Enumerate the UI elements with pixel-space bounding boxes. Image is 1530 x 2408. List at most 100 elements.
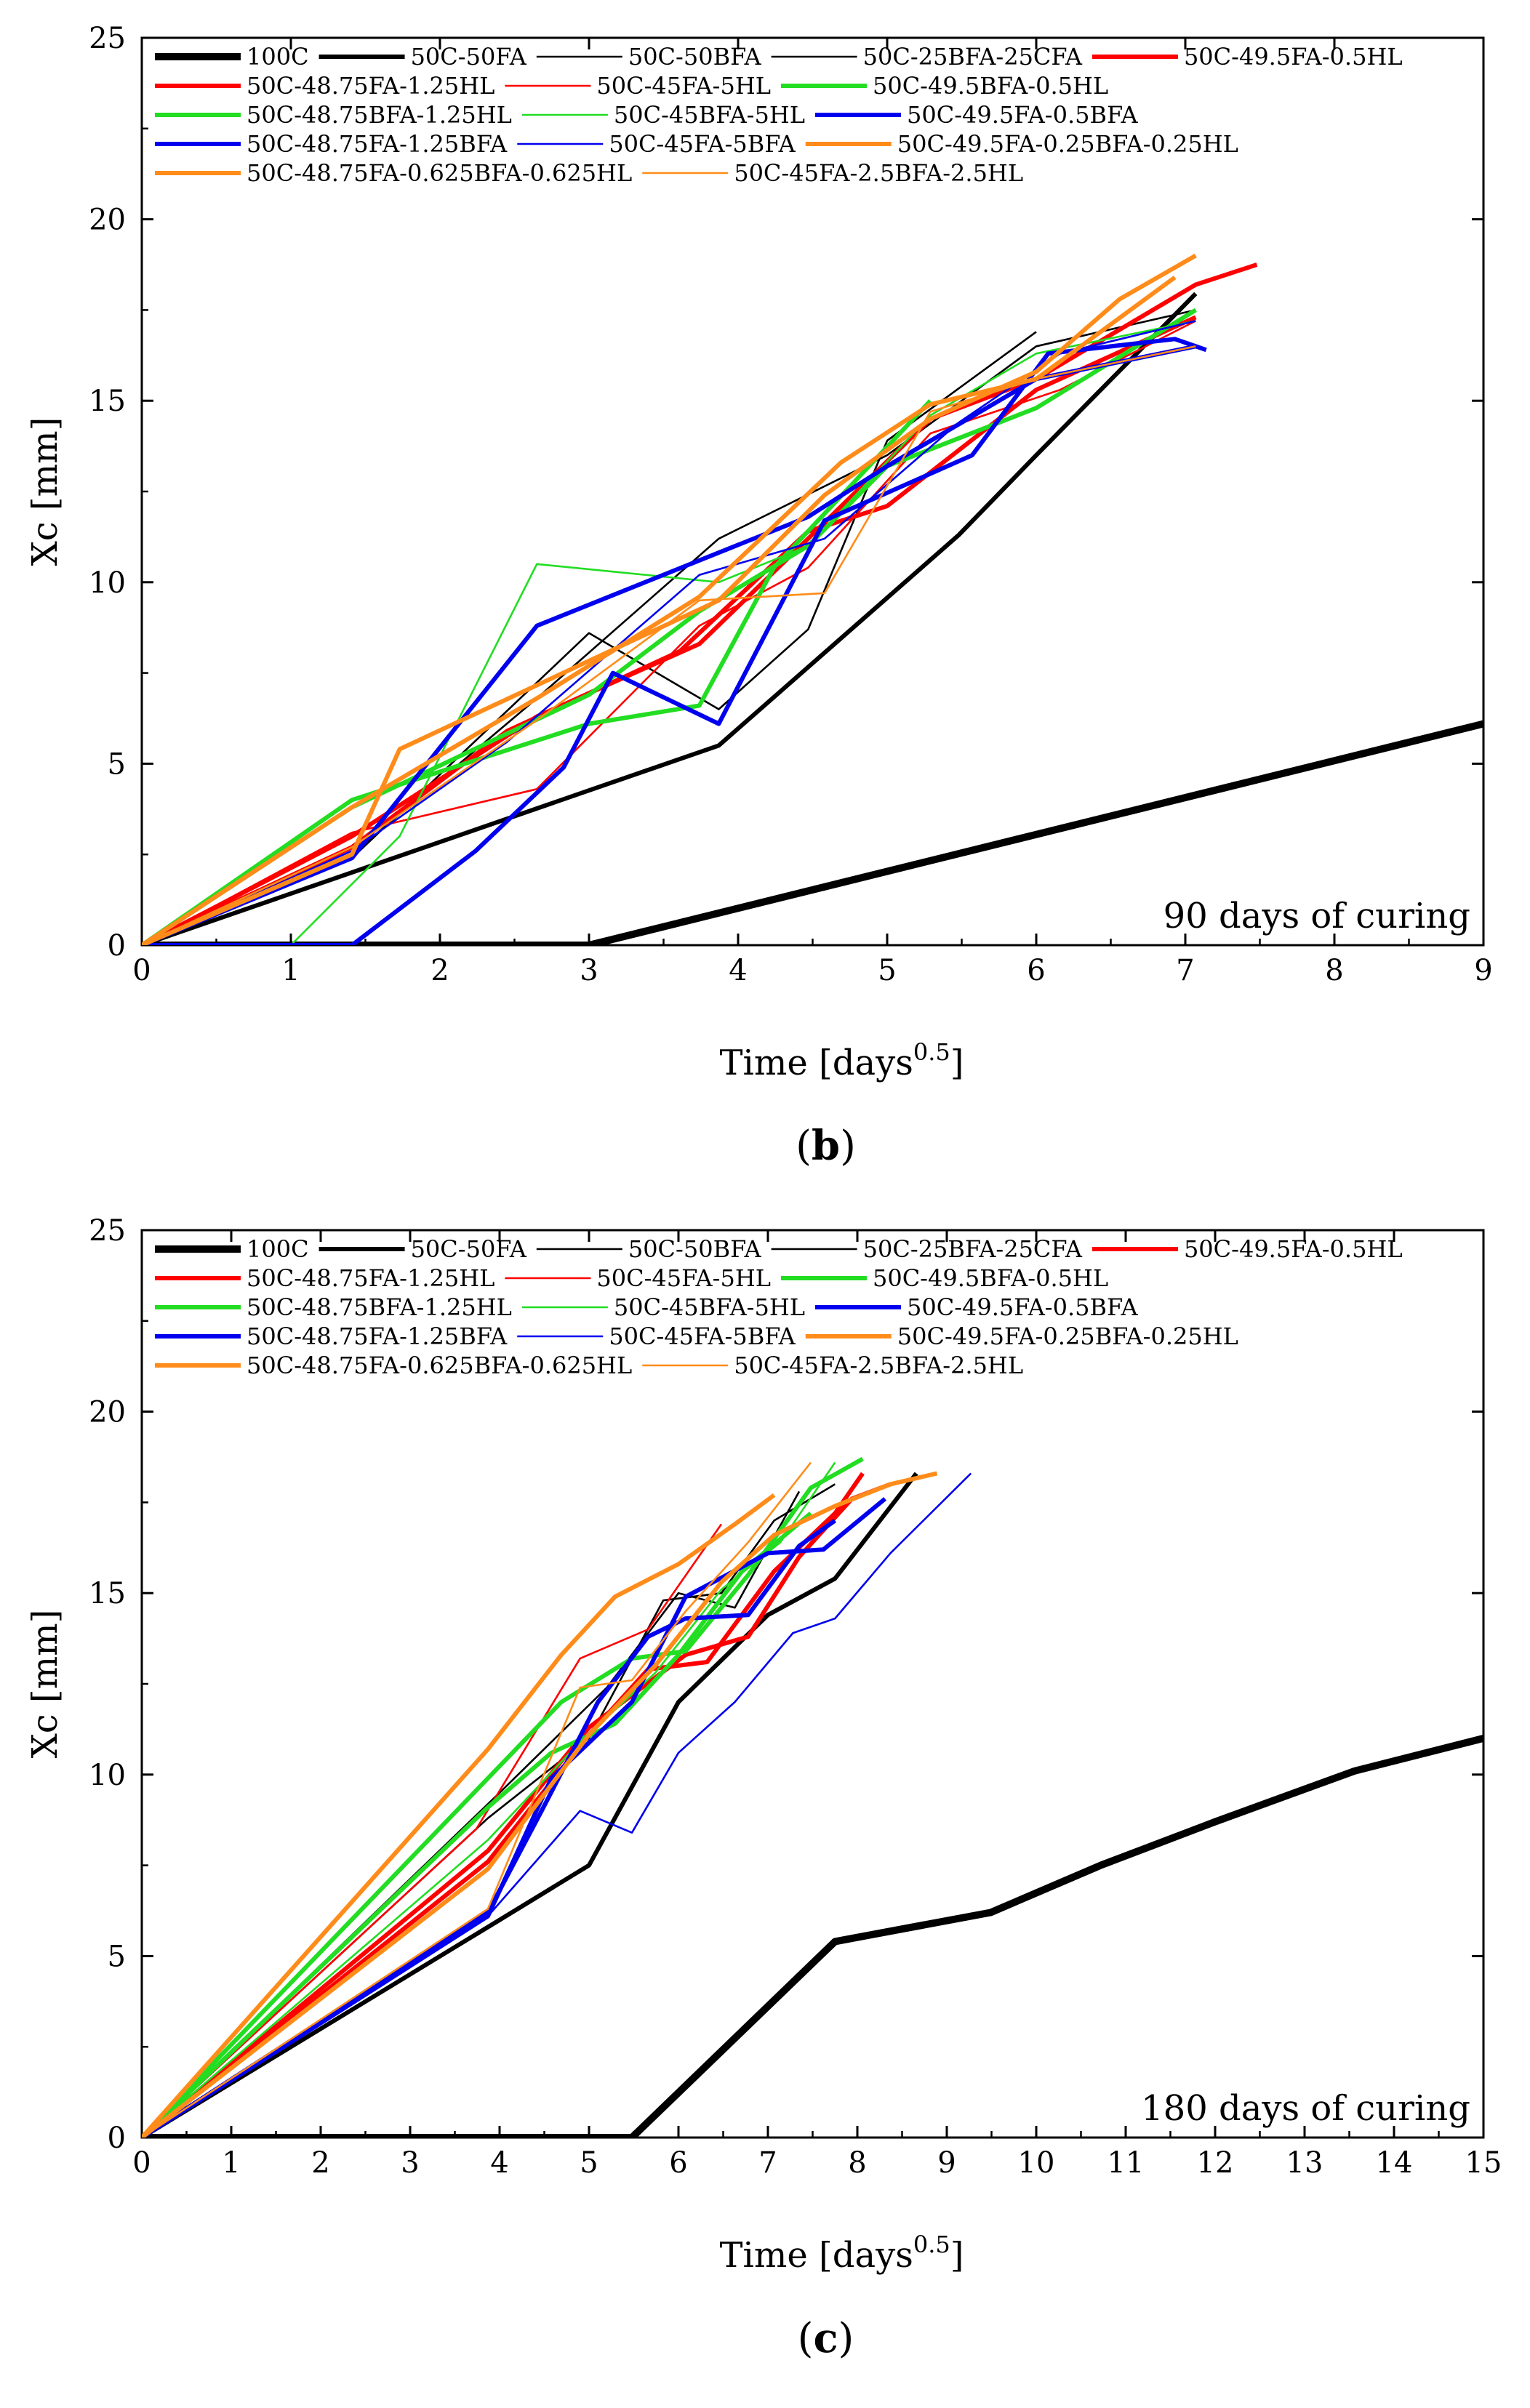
y-axis-title: Xc [mm] — [25, 1610, 65, 1759]
series-lines — [142, 1456, 1483, 2138]
series-line-50c-45bfa-5hl — [290, 320, 1196, 945]
series-line-50c-50bfa — [142, 1483, 836, 2138]
x-tick-label: 1 — [281, 954, 300, 987]
x-axis-title-text: Time [days — [720, 2235, 913, 2276]
y-tick-label: 5 — [108, 1940, 126, 1973]
series-line-50c-50fa — [142, 1472, 918, 2138]
series-line-50c-48-75bfa-1-25hl — [142, 308, 1197, 945]
series-line-50c-48-75fa-1-25hl — [142, 1472, 865, 2138]
x-tick-label: 2 — [311, 2146, 329, 2180]
panel-label-letter: c — [813, 2314, 838, 2362]
legend-label: 50C-48.75FA-1.25BFA — [247, 1323, 508, 1350]
legend-label: 50C-45BFA-5HL — [614, 1293, 805, 1321]
x-tick-label: 8 — [1325, 954, 1343, 987]
x-tick-label: 3 — [401, 2146, 419, 2180]
legend-label: 50C-49.5FA-0.25BFA-0.25HL — [897, 130, 1238, 158]
y-tick-label: 25 — [89, 22, 126, 55]
panel-label-open: ( — [796, 1123, 812, 1170]
legend-label: 50C-45FA-5HL — [596, 1264, 771, 1292]
legend-label: 50C-45FA-2.5BFA-2.5HL — [734, 159, 1023, 187]
x-tick-label: 12 — [1197, 2146, 1234, 2180]
y-tick-label: 5 — [108, 747, 126, 781]
series-line-50c-45bfa-5hl — [142, 1461, 836, 2138]
x-tick-label: 2 — [430, 954, 449, 987]
x-axis-title-text: Time [days — [720, 1043, 913, 1083]
legend-label: 50C-45FA-5BFA — [609, 1323, 796, 1350]
legend-label: 50C-49.5FA-0.5BFA — [907, 1293, 1138, 1321]
legend: 100C 50C-50FA 50C-50BFA 50C-25BFA-25CFA 50C-… — [155, 43, 1403, 187]
x-tick-label: 5 — [580, 2146, 598, 2180]
x-tick-label: 7 — [758, 2146, 777, 2180]
legend-label: 50C-48.75FA-0.625BFA-0.625HL — [247, 159, 632, 187]
legend-label: 50C-50FA — [411, 43, 527, 71]
series-lines — [142, 253, 1483, 945]
y-tick-label: 10 — [89, 566, 126, 600]
series-line-50c-45fa-2-5bfa-2-5hl — [142, 345, 1196, 945]
legend-label: 50C-45FA-5BFA — [609, 130, 796, 158]
series-line-100c — [142, 720, 1483, 945]
series-line-50c-49-5bfa-0-5hl — [142, 399, 932, 945]
legend-label: 100C — [247, 1235, 309, 1263]
y-tick-label: 20 — [89, 1396, 126, 1429]
legend-label: 50C-50BFA — [628, 1235, 762, 1263]
panel-b: 0 1 2 3 4 5 6 7 8 9 0 5 10 15 20 25 100C 50C-50FA 50C-50BF… — [25, 22, 1493, 1170]
series-line-50c-45fa-5hl — [142, 1523, 723, 2138]
series-line-100c — [142, 1735, 1483, 2138]
x-axis-title: Time [days0.5] — [720, 1038, 964, 1083]
panel-label-close: ) — [838, 2315, 854, 2362]
x-tick-label: 4 — [729, 954, 747, 987]
legend-label: 50C-48.75FA-0.625BFA-0.625HL — [247, 1352, 632, 1379]
panel-label-letter: b — [812, 1122, 840, 1170]
series-line-50c-49-5fa-0-5bfa — [142, 337, 1207, 945]
x-tick-label: 15 — [1465, 2146, 1502, 2180]
y-tick-label: 10 — [89, 1759, 126, 1792]
y-tick-label: 20 — [89, 204, 126, 237]
x-tick-label: 6 — [1027, 954, 1045, 987]
curing-annotation: 180 days of curing — [1141, 2088, 1470, 2129]
legend-label: 50C-48.75FA-1.25BFA — [247, 130, 508, 158]
legend-label: 50C-49.5BFA-0.5HL — [873, 1264, 1108, 1292]
panel-label: (c) — [798, 2314, 854, 2362]
series-line-50c-49-5fa-0-25bfa-0-25hl — [142, 253, 1197, 945]
series-line-50c-48-75fa-1-25bfa — [142, 1518, 837, 2138]
x-tick-label: 9 — [1474, 954, 1492, 987]
series-line-50c-45fa-2-5bfa-2-5hl — [142, 1461, 812, 2138]
x-tick-label: 5 — [878, 954, 896, 987]
x-tick-label: 13 — [1286, 2146, 1323, 2180]
legend-label: 50C-25BFA-25CFA — [863, 43, 1083, 71]
legend-label: 50C-48.75BFA-1.25HL — [247, 101, 512, 129]
curing-annotation: 90 days of curing — [1163, 896, 1470, 936]
y-tick-label: 25 — [89, 1214, 126, 1248]
legend-label: 50C-49.5FA-0.5HL — [1184, 43, 1403, 71]
series-line-50c-48-75fa-0-625bfa-0-625hl — [142, 1493, 776, 2138]
x-axis-title-superscript: 0.5 — [913, 1038, 950, 1066]
y-tick-label: 15 — [89, 1577, 126, 1610]
legend-label: 50C-45FA-2.5BFA-2.5HL — [734, 1352, 1023, 1379]
x-tick-label: 0 — [132, 2146, 151, 2180]
series-line-50c-49-5bfa-0-5hl — [142, 1456, 864, 2138]
legend-label: 50C-45BFA-5HL — [614, 101, 805, 129]
y-tick-label: 15 — [89, 385, 126, 418]
x-tick-label: 11 — [1108, 2146, 1145, 2180]
series-line-50c-45fa-5bfa — [142, 1472, 972, 2138]
legend-label: 50C-45FA-5HL — [596, 72, 771, 100]
x-tick-label: 8 — [848, 2146, 866, 2180]
x-tick-label: 3 — [580, 954, 598, 987]
x-tick-label: 9 — [937, 2146, 956, 2180]
y-tick-label: 0 — [108, 2122, 126, 2155]
x-axis-title-superscript: 0.5 — [913, 2231, 950, 2258]
series-line-50c-48-75fa-0-625bfa-0-625hl — [142, 276, 1177, 945]
x-tick-label: 14 — [1376, 2146, 1413, 2180]
x-axis-title: Time [days0.5] — [720, 2231, 964, 2276]
series-line-50c-49-5fa-0-5hl — [142, 262, 1258, 945]
legend-label: 50C-49.5FA-0.5BFA — [907, 101, 1138, 129]
x-tick-label: 7 — [1176, 954, 1194, 987]
x-tick-label: 6 — [669, 2146, 687, 2180]
legend-label: 50C-25BFA-25CFA — [863, 1235, 1083, 1263]
y-axis-title: Xc [mm] — [25, 417, 65, 566]
y-tick-label: 0 — [108, 929, 126, 963]
panel-label-close: ) — [840, 1123, 856, 1170]
series-line-50c-48-75fa-1-25bfa — [142, 344, 1196, 945]
legend-label: 50C-50FA — [411, 1235, 527, 1263]
